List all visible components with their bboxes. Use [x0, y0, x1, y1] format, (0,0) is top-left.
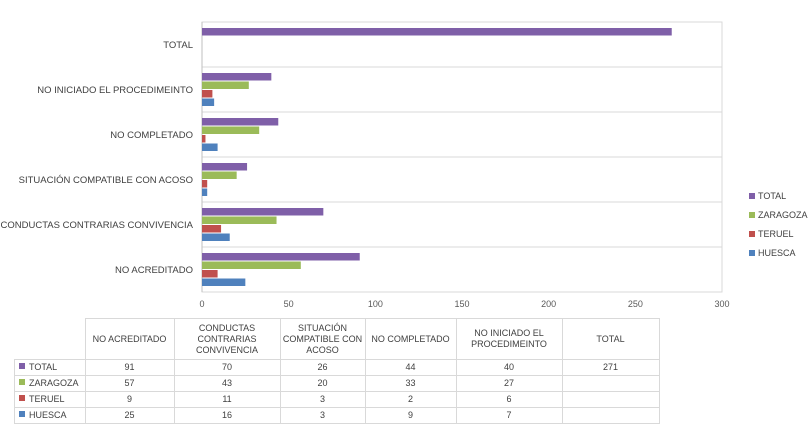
bar-total-no-acreditado: [202, 253, 360, 261]
table-corner: [14, 318, 86, 360]
category-label-total: TOTAL: [163, 40, 193, 51]
table-row-header-teruel: TERUEL: [14, 391, 86, 408]
legend-swatch-huesca: [749, 250, 755, 256]
table-cell-total-no-iniciado-el-procedimeinto: 40: [455, 359, 563, 376]
legend-label-total: TOTAL: [758, 191, 786, 201]
legend-swatch-total: [749, 193, 755, 199]
table-cell-teruel-conductas-contrarias-convivencia: 11: [173, 391, 281, 408]
x-tick-label-200: 200: [541, 299, 556, 309]
table-cell-huesca-conductas-contrarias-convivencia: 16: [173, 407, 281, 424]
legend-label-zaragoza: ZARAGOZA: [758, 210, 808, 220]
table-row-teruel: TERUEL 9 11 3 2 6: [14, 391, 660, 408]
bar-zaragoza-no-completado: [202, 126, 260, 134]
bar-total-no-completado: [202, 118, 279, 126]
table-row-zaragoza: ZARAGOZA 57 43 20 33 27: [14, 375, 660, 392]
table-cell-teruel-no-completado: 2: [364, 391, 457, 408]
x-tick-label-50: 50: [284, 299, 294, 309]
table-swatch-huesca: [19, 411, 25, 417]
bar-teruel-situacion-compatible-con-acoso: [202, 180, 208, 188]
bar-huesca-no-iniciado-el-procedimeinto: [202, 98, 215, 106]
legend-label-teruel: TERUEL: [758, 229, 794, 239]
table-cell-huesca-no-completado: 9: [364, 407, 457, 424]
table-cell-teruel-situacion-compatible-con-acoso: 3: [279, 391, 366, 408]
data-table: NO ACREDITADO CONDUCTAS CONTRARIAS CONVI…: [14, 318, 660, 424]
table-row-header-zaragoza: ZARAGOZA: [14, 375, 86, 392]
table-row-total: TOTAL 91 70 26 44 40 271: [14, 359, 660, 376]
table-cell-huesca-situacion-compatible-con-acoso: 3: [279, 407, 366, 424]
table-series-name: TOTAL: [29, 362, 58, 372]
table-swatch-total: [19, 363, 25, 369]
table-cell-huesca-no-iniciado-el-procedimeinto: 7: [455, 407, 563, 424]
table-cell-zaragoza-total: [561, 375, 660, 392]
bar-zaragoza-conductas-contrarias-convivencia: [202, 216, 277, 224]
bar-teruel-no-iniciado-el-procedimeinto: [202, 90, 213, 98]
table-swatch-zaragoza: [19, 379, 25, 385]
x-tick-label-150: 150: [454, 299, 469, 309]
col-header-conductas-contrarias: CONDUCTAS CONTRARIAS CONVIVENCIA: [173, 318, 281, 360]
bar-total-conductas-contrarias-convivencia: [202, 208, 324, 216]
bar-huesca-conductas-contrarias-convivencia: [202, 233, 230, 241]
x-tick-label-250: 250: [628, 299, 643, 309]
bar-total-no-iniciado-el-procedimeinto: [202, 73, 272, 81]
table-row-header-total: TOTAL: [14, 359, 86, 376]
col-header-total: TOTAL: [561, 318, 660, 360]
x-tick-label-300: 300: [714, 299, 729, 309]
legend-swatch-zaragoza: [749, 212, 755, 218]
table-series-name: HUESCA: [29, 410, 67, 420]
category-label-conductas-contrarias-convivencia: CONDUCTAS CONTRARIAS CONVIVENCIA: [1, 220, 194, 231]
table-cell-teruel-no-acreditado: 9: [84, 391, 175, 408]
table-series-name: ZARAGOZA: [29, 378, 79, 388]
category-label-no-acreditado: NO ACREDITADO: [115, 265, 193, 276]
bar-huesca-no-completado: [202, 143, 218, 151]
bar-teruel-no-acreditado: [202, 270, 218, 278]
category-label-no-completado: NO COMPLETADO: [110, 130, 193, 141]
table-cell-teruel-total: [561, 391, 660, 408]
col-header-situacion-compatible: SITUACIÓN COMPATIBLE CON ACOSO: [279, 318, 366, 360]
x-tick-label-100: 100: [368, 299, 383, 309]
bar-huesca-no-acreditado: [202, 278, 246, 286]
table-cell-total-conductas-contrarias-convivencia: 70: [173, 359, 281, 376]
bar-huesca-situacion-compatible-con-acoso: [202, 188, 208, 196]
table-cell-zaragoza-situacion-compatible-con-acoso: 20: [279, 375, 366, 392]
table-cell-huesca-total: [561, 407, 660, 424]
legend-swatch-teruel: [749, 231, 755, 237]
table-series-name: TERUEL: [29, 394, 65, 404]
x-tick-label-0: 0: [199, 299, 204, 309]
category-label-no-iniciado-el-procedimeinto: NO INICIADO EL PROCEDIMEINTO: [37, 85, 193, 96]
col-header-no-acreditado: NO ACREDITADO: [84, 318, 175, 360]
bar-total-situacion-compatible-con-acoso: [202, 163, 248, 171]
bar-zaragoza-no-acreditado: [202, 261, 301, 269]
bar-teruel-conductas-contrarias-convivencia: [202, 225, 222, 233]
table-cell-total-total: 271: [561, 359, 660, 376]
bar-zaragoza-situacion-compatible-con-acoso: [202, 171, 237, 179]
table-row-header-huesca: HUESCA: [14, 407, 86, 424]
legend-label-huesca: HUESCA: [758, 248, 796, 258]
table-cell-teruel-no-iniciado-el-procedimeinto: 6: [455, 391, 563, 408]
table-swatch-teruel: [19, 395, 25, 401]
category-label-situacion-compatible-con-acoso: SITUACIÓN COMPATIBLE CON ACOSO: [19, 175, 193, 186]
table-cell-huesca-no-acreditado: 25: [84, 407, 175, 424]
bar-total-total: [202, 28, 672, 36]
bar-teruel-no-completado: [202, 135, 206, 143]
table-header-row: NO ACREDITADO CONDUCTAS CONTRARIAS CONVI…: [14, 318, 660, 360]
table-row-huesca: HUESCA 25 16 3 9 7: [14, 407, 660, 424]
table-cell-total-situacion-compatible-con-acoso: 26: [279, 359, 366, 376]
table-cell-zaragoza-no-acreditado: 57: [84, 375, 175, 392]
col-header-no-iniciado: NO INICIADO EL PROCEDIMEINTO: [455, 318, 563, 360]
table-cell-zaragoza-no-completado: 33: [364, 375, 457, 392]
col-header-no-completado: NO COMPLETADO: [364, 318, 457, 360]
bar-zaragoza-no-iniciado-el-procedimeinto: [202, 81, 249, 89]
bar-chart: 0 50 100 150 200 250 300 NO ACREDITADO CONDUCTAS…: [1, 21, 808, 309]
table-cell-total-no-completado: 44: [364, 359, 457, 376]
table-cell-zaragoza-no-iniciado-el-procedimeinto: 27: [455, 375, 563, 392]
table-cell-zaragoza-conductas-contrarias-convivencia: 43: [173, 375, 281, 392]
table-cell-total-no-acreditado: 91: [84, 359, 175, 376]
